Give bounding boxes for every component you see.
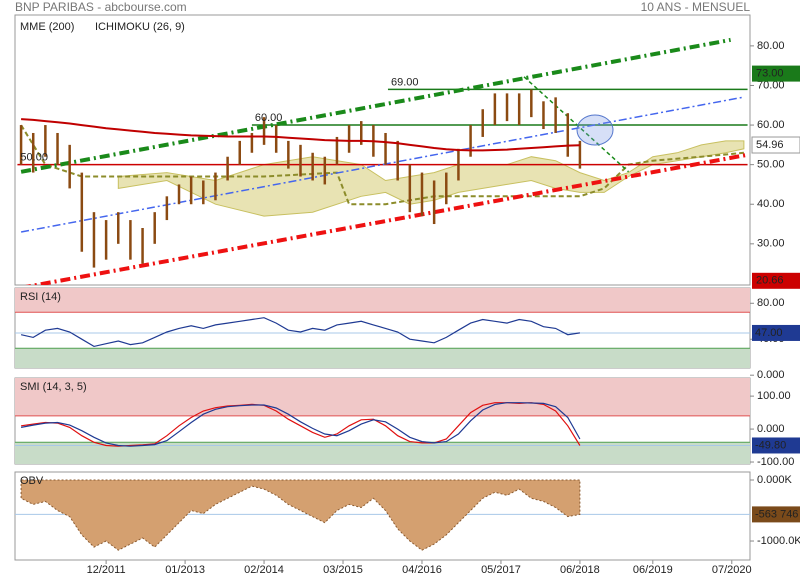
x-tick-label: 04/2016 — [402, 564, 442, 576]
price-tag — [751, 136, 800, 154]
plot-area — [15, 288, 750, 368]
indicator-line — [21, 402, 581, 447]
x-tick-label: 12/2011 — [87, 564, 126, 576]
panel-title: SMI (14, 3, 5) — [20, 381, 87, 393]
price-tag-label: 73.00 — [756, 67, 784, 79]
price-tag — [752, 272, 800, 289]
level-label: 69.00 — [391, 76, 419, 88]
overbought-zone — [15, 378, 750, 416]
value-tag-label: 47.00 — [755, 327, 783, 339]
y-tick-label: -100.00 — [757, 456, 794, 468]
indicator-line — [20, 317, 580, 348]
oversold-zone — [15, 348, 750, 368]
y-tick-label: 70.00 — [757, 79, 785, 91]
price-tag-label: 20.66 — [756, 275, 784, 287]
y-tick-label: 40.00 — [757, 198, 785, 210]
x-tick-label: 05/2017 — [481, 564, 521, 576]
indicator-line — [20, 402, 581, 447]
obv-area — [20, 479, 581, 551]
price-tag-label: 54.96 — [756, 139, 784, 151]
panel — [14, 14, 751, 286]
ichimoku-cloud — [117, 140, 745, 217]
value-tag-label: -563 746 — [755, 508, 798, 520]
y-tick-label: -1000.0K — [757, 535, 800, 547]
panel-title: OBV — [20, 475, 44, 487]
y-tick-label: 0.000K — [757, 474, 793, 486]
plot-area — [17, 37, 748, 285]
value-tag — [752, 324, 800, 341]
value-tag — [752, 506, 800, 523]
y-tick-label: 100.00 — [757, 390, 791, 402]
x-tick-label: 03/2015 — [323, 564, 363, 576]
plot-area — [15, 479, 750, 551]
overbought-zone — [15, 288, 750, 313]
trend-line — [20, 37, 731, 174]
value-tag-label: -49.80 — [755, 439, 786, 451]
header-subtitle: 10 ANS - MENSUEL — [641, 0, 751, 14]
y-tick-label: 50.00 — [757, 159, 785, 171]
y-tick-label: 0.000 — [757, 423, 785, 435]
trend-line — [523, 76, 630, 173]
oversold-zone — [15, 442, 750, 464]
x-tick-label: 07/2020 — [712, 564, 752, 576]
y-tick-label: 30.00 — [757, 238, 785, 250]
y-tick-label: 80.00 — [757, 297, 785, 309]
y-tick-label: 0.000 — [757, 369, 785, 381]
plot-area — [15, 378, 750, 464]
x-tick-label: 01/2013 — [165, 564, 205, 576]
mme-line — [21, 118, 580, 152]
value-tag — [752, 437, 800, 454]
level-label: 50.00 — [20, 152, 48, 164]
x-tick-label: 06/2019 — [633, 564, 673, 576]
trend-line — [25, 152, 748, 285]
price-tag — [752, 65, 800, 82]
panel-title: RSI (14) — [20, 291, 61, 303]
x-tick-label: 02/2014 — [244, 564, 284, 576]
level-label: 60.00 — [255, 112, 283, 124]
legend-entry: ICHIMOKU (26, 9) — [95, 21, 185, 33]
header-title: BNP PARIBAS - abcbourse.com — [15, 0, 187, 14]
y-tick-label: 80.00 — [757, 40, 785, 52]
x-tick-label: 06/2018 — [560, 564, 600, 576]
y-tick-label: 60.00 — [757, 119, 785, 131]
legend-entry: MME (200) — [20, 21, 74, 33]
highlight-circle — [576, 114, 614, 146]
trend-line — [20, 96, 743, 233]
